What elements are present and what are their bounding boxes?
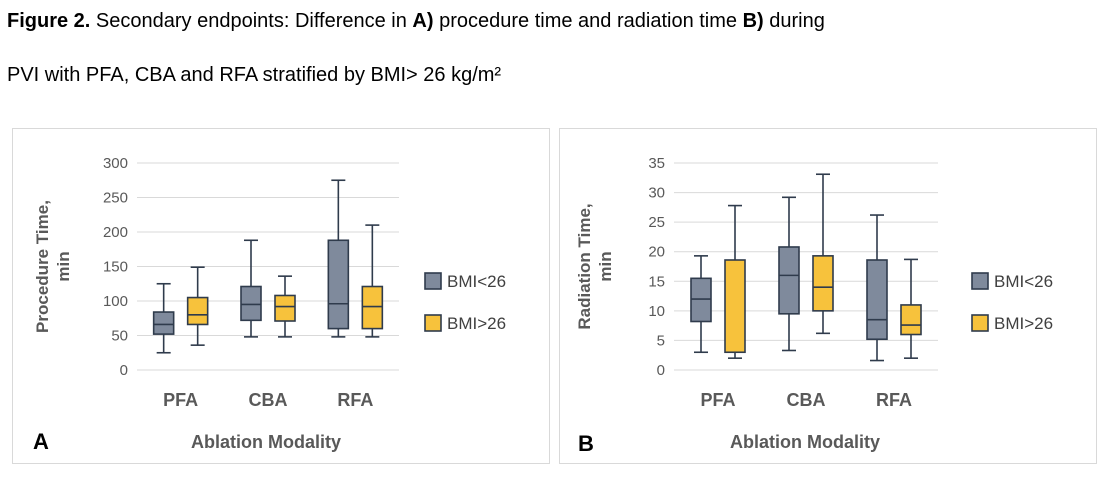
legend-label: BMI>26: [447, 314, 506, 333]
x-axis-title: Ablation Modality: [191, 432, 341, 452]
y-tick-label: 100: [103, 293, 128, 310]
box-iqr: [900, 304, 922, 336]
box-iqr: [274, 294, 296, 322]
y-tick-label: 300: [103, 155, 128, 172]
box-iqr: [327, 239, 350, 330]
figure-caption-line-1: Figure 2. Secondary endpoints: Differenc…: [7, 9, 825, 33]
chart-panel-a: 0 50 100 150 200 250 300 PFA CBA RFA Procedure Tim…: [12, 128, 550, 464]
y-tick-label: 150: [103, 259, 128, 276]
x-category-label: RFA: [876, 390, 912, 410]
box-BMI<26-CBA: [240, 239, 262, 338]
legend-label: BMI<26: [447, 272, 506, 291]
box-iqr: [724, 259, 746, 354]
panel-label: A: [33, 429, 49, 454]
caption-text-c: during: [763, 10, 825, 32]
x-category-label: RFA: [337, 390, 373, 410]
box-iqr: [690, 277, 712, 323]
caption-label-a: A): [412, 10, 434, 32]
figure-caption-line-2: PVI with PFA, CBA and RFA stratified by …: [7, 64, 502, 86]
box-iqr: [186, 296, 209, 326]
gridlines: [137, 162, 399, 371]
radiation-time-chart: 0 5 10 15 20 25 30 35 PFA CBA RFA Radiation Time, mi…: [575, 155, 1053, 456]
y-tick-label: 50: [111, 328, 128, 345]
legend-swatch: [424, 272, 442, 290]
panel-label: B: [578, 431, 594, 456]
x-axis-title: Ablation Modality: [730, 432, 880, 452]
box-BMI>26-RFA: [900, 258, 922, 359]
y-tick-label: 250: [103, 190, 128, 207]
legend-swatch: [424, 314, 442, 332]
box-BMI>26-PFA: [724, 204, 746, 359]
x-category-label: PFA: [700, 390, 735, 410]
y-axis-title: Procedure Time,: [33, 200, 52, 333]
box-BMI>26-CBA: [274, 275, 296, 338]
x-category-label: CBA: [787, 390, 826, 410]
x-category-label: CBA: [249, 390, 288, 410]
box-BMI<26-RFA: [327, 179, 350, 338]
y-tick-label: 15: [648, 273, 665, 290]
box-iqr: [152, 311, 175, 335]
box-BMI<26-PFA: [152, 282, 175, 354]
box-BMI>26-PFA: [186, 266, 209, 346]
y-tick-label: 20: [648, 244, 665, 261]
y-tick-label: 35: [648, 155, 665, 172]
caption-text-a: Secondary endpoints: Difference in: [90, 10, 413, 32]
y-tick-label: 0: [657, 362, 665, 379]
y-tick-label: 200: [103, 224, 128, 241]
legend-label: BMI<26: [994, 272, 1053, 291]
y-tick-label: 0: [120, 362, 128, 379]
caption-text-b: procedure time and radiation time: [433, 10, 743, 32]
chart-panel-b: 0 5 10 15 20 25 30 35 PFA CBA RFA Radiation Time, mi…: [559, 128, 1097, 464]
procedure-time-chart: 0 50 100 150 200 250 300 PFA CBA RFA Procedure Tim…: [33, 155, 506, 454]
box-iqr: [778, 246, 800, 315]
box-BMI<26-RFA: [866, 214, 888, 362]
y-tick-label: 25: [648, 214, 665, 231]
box-iqr: [812, 255, 834, 312]
caption-label-b: B): [742, 10, 764, 32]
y-axis-title: Radiation Time,: [575, 203, 594, 329]
y-tick-label: 10: [648, 303, 665, 320]
caption-figure-label: Figure 2.: [7, 10, 91, 32]
box-iqr: [866, 259, 888, 341]
box-BMI>26-RFA: [361, 224, 384, 338]
y-axis-title-unit: min: [54, 251, 73, 281]
box-BMI<26-CBA: [778, 196, 800, 352]
box-BMI>26-CBA: [812, 173, 834, 335]
y-tick-label: 5: [657, 332, 665, 349]
legend-swatch: [971, 272, 989, 290]
box-iqr: [361, 285, 384, 330]
legend-swatch: [971, 314, 989, 332]
x-category-label: PFA: [163, 390, 198, 410]
y-axis-title-unit: min: [596, 251, 615, 281]
gridlines: [674, 162, 938, 371]
legend-label: BMI>26: [994, 314, 1053, 333]
box-BMI<26-PFA: [690, 255, 712, 354]
box-iqr: [240, 285, 262, 322]
y-tick-label: 30: [648, 185, 665, 202]
